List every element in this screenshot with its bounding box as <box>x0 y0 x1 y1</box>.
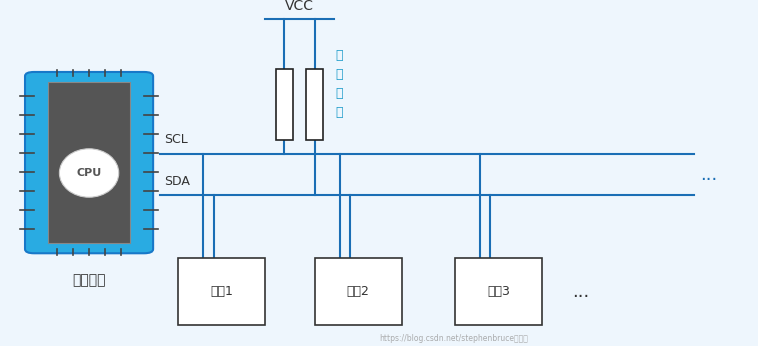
Text: ...: ... <box>700 166 717 184</box>
Text: SCL: SCL <box>164 133 187 146</box>
Text: 上
拉
电
阻: 上 拉 电 阻 <box>336 49 343 119</box>
Bar <box>178 258 265 325</box>
Bar <box>306 69 323 140</box>
FancyBboxPatch shape <box>25 72 153 253</box>
Text: SDA: SDA <box>164 175 190 188</box>
Bar <box>315 258 402 325</box>
Bar <box>276 69 293 140</box>
Text: VCC: VCC <box>285 0 314 13</box>
Text: CPU: CPU <box>77 168 102 178</box>
Text: ...: ... <box>572 282 590 301</box>
Text: 设备2: 设备2 <box>346 285 370 298</box>
Bar <box>48 82 130 243</box>
Ellipse shape <box>59 149 119 197</box>
Bar <box>455 258 542 325</box>
Text: 微控制器: 微控制器 <box>72 273 106 287</box>
Text: https://blog.csdn.net/stephenbruce博客园: https://blog.csdn.net/stephenbruce博客园 <box>379 334 528 343</box>
Text: 设备3: 设备3 <box>487 285 510 298</box>
Text: 设备1: 设备1 <box>210 285 233 298</box>
